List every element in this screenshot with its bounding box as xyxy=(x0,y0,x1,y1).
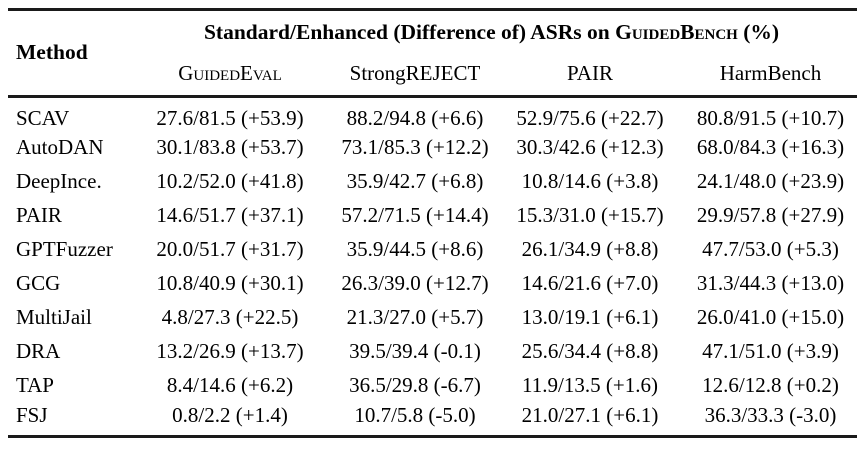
asr-value: 25.6/34.4 (+8.8) xyxy=(521,339,659,363)
asr-value: 20.0/51.7 (+31.7) xyxy=(156,237,304,261)
asr-value: 36.3/33.3 (-3.0) xyxy=(704,403,837,428)
table-row-multijail: MultiJail 4.8/27.3 (+22.5) 21.3/27.0 (+5… xyxy=(8,301,857,335)
asr-value: 47.1/51.0 (+3.9) xyxy=(702,339,839,363)
asr-value: 10.7/5.8 (-5.0) xyxy=(354,403,476,428)
asr-value: 15.3/31.0 (+15.7) xyxy=(516,203,664,227)
asr-value: 26.1/34.9 (+8.8) xyxy=(521,237,659,261)
table-row-tap: TAP 8.4/14.6 (+6.2) 36.5/29.8 (-6.7) 11.… xyxy=(8,369,857,403)
asr-value: 29.9/57.8 (+27.9) xyxy=(696,203,845,227)
table-body: SCAV 27.6/81.5 (+53.9) 88.2/94.8 (+6.6) … xyxy=(8,97,857,437)
table-row-pair: PAIR 14.6/51.7 (+37.1) 57.2/71.5 (+14.4)… xyxy=(8,199,857,233)
table-row-deepince: DeepInce. 10.2/52.0 (+41.8) 35.9/42.7 (+… xyxy=(8,165,857,199)
table-title-prefix: Standard/Enhanced (Difference of) ASRs o… xyxy=(203,20,616,45)
asr-value: 35.9/42.7 (+6.8) xyxy=(346,169,484,193)
asr-value: 11.9/13.5 (+1.6) xyxy=(522,373,658,397)
method-name: GCG xyxy=(16,271,61,295)
asr-value: 12.6/12.8 (+0.2) xyxy=(702,373,839,397)
table-row-dra: DRA 13.2/26.9 (+13.7) 39.5/39.4 (-0.1) 2… xyxy=(8,335,857,369)
asr-value: 68.0/84.3 (+16.3) xyxy=(696,135,845,159)
asr-value: 14.6/51.7 (+37.1) xyxy=(156,203,304,227)
asr-value: 57.2/71.5 (+14.4) xyxy=(341,203,489,227)
asr-value: 10.2/52.0 (+41.8) xyxy=(156,169,304,193)
method-name: TAP xyxy=(16,373,54,397)
asr-value: 52.9/75.6 (+22.7) xyxy=(516,105,664,130)
asr-value: 21.0/27.1 (+6.1) xyxy=(521,403,659,428)
column-header-strongreject: StrongREJECT xyxy=(349,60,481,85)
asr-value: 26.0/41.0 (+15.0) xyxy=(696,305,845,329)
method-name: GPTFuzzer xyxy=(16,237,113,261)
method-name: FSJ xyxy=(16,403,48,428)
asr-value: 30.3/42.6 (+12.3) xyxy=(516,135,664,159)
method-name: DeepInce. xyxy=(16,169,102,193)
table-row-fsj: FSJ 0.8/2.2 (+1.4) 10.7/5.8 (-5.0) 21.0/… xyxy=(8,403,857,437)
column-header-guidedeval: GuidedEval xyxy=(178,60,282,85)
asr-value: 10.8/14.6 (+3.8) xyxy=(521,169,659,193)
column-header-method: Method xyxy=(16,40,88,65)
asr-value: 47.7/53.0 (+5.3) xyxy=(702,237,839,261)
method-name: MultiJail xyxy=(16,305,92,329)
column-header-harmbench: HarmBench xyxy=(719,60,822,85)
asr-value: 26.3/39.0 (+12.7) xyxy=(341,271,489,295)
asr-value: 13.2/26.9 (+13.7) xyxy=(156,339,304,363)
table-row-autodan: AutoDAN 30.1/83.8 (+53.7) 73.1/85.3 (+12… xyxy=(8,131,857,165)
table-row-gcg: GCG 10.8/40.9 (+30.1) 26.3/39.0 (+12.7) … xyxy=(8,267,857,301)
asr-value: 24.1/48.0 (+23.9) xyxy=(696,169,845,193)
header-row-metrics: GuidedEval StrongREJECT PAIR HarmBench xyxy=(8,55,857,97)
method-name: PAIR xyxy=(16,203,62,227)
asr-value: 14.6/21.6 (+7.0) xyxy=(521,271,659,295)
asr-value: 35.9/44.5 (+8.6) xyxy=(346,237,484,261)
asr-value: 88.2/94.8 (+6.6) xyxy=(346,105,484,130)
asr-value: 10.8/40.9 (+30.1) xyxy=(156,271,304,295)
asr-results-table: Method Standard/Enhanced (Difference of)… xyxy=(8,8,858,438)
asr-value: 31.3/44.3 (+13.0) xyxy=(696,271,845,295)
asr-value: 80.8/91.5 (+10.7) xyxy=(696,105,845,130)
method-name: AutoDAN xyxy=(16,135,104,159)
method-name: DRA xyxy=(16,339,61,363)
table-title-benchmark-name: GuidedBench xyxy=(615,20,738,45)
asr-value: 36.5/29.8 (-6.7) xyxy=(349,373,481,397)
header-row-spanning: Method Standard/Enhanced (Difference of)… xyxy=(8,10,857,64)
asr-value: 30.1/83.8 (+53.7) xyxy=(156,135,304,159)
asr-value: 8.4/14.6 (+6.2) xyxy=(166,373,294,397)
method-name: SCAV xyxy=(16,105,70,130)
asr-value: 4.8/27.3 (+22.5) xyxy=(161,305,299,329)
asr-value: 13.0/19.1 (+6.1) xyxy=(521,305,659,329)
table-title-suffix: (%) xyxy=(737,20,780,45)
asr-value: 27.6/81.5 (+53.9) xyxy=(156,105,304,130)
asr-value: 73.1/85.3 (+12.2) xyxy=(341,135,489,159)
table-title: Standard/Enhanced (Difference of) ASRs o… xyxy=(126,10,857,56)
asr-value: 39.5/39.4 (-0.1) xyxy=(349,339,481,363)
asr-value: 21.3/27.0 (+5.7) xyxy=(346,305,484,329)
table-row-scav: SCAV 27.6/81.5 (+53.9) 88.2/94.8 (+6.6) … xyxy=(8,97,857,131)
asr-value: 0.8/2.2 (+1.4) xyxy=(172,403,288,428)
column-header-pair: PAIR xyxy=(567,60,613,85)
table-header: Method Standard/Enhanced (Difference of)… xyxy=(8,10,858,97)
table-row-gptfuzzer: GPTFuzzer 20.0/51.7 (+31.7) 35.9/44.5 (+… xyxy=(8,233,857,267)
